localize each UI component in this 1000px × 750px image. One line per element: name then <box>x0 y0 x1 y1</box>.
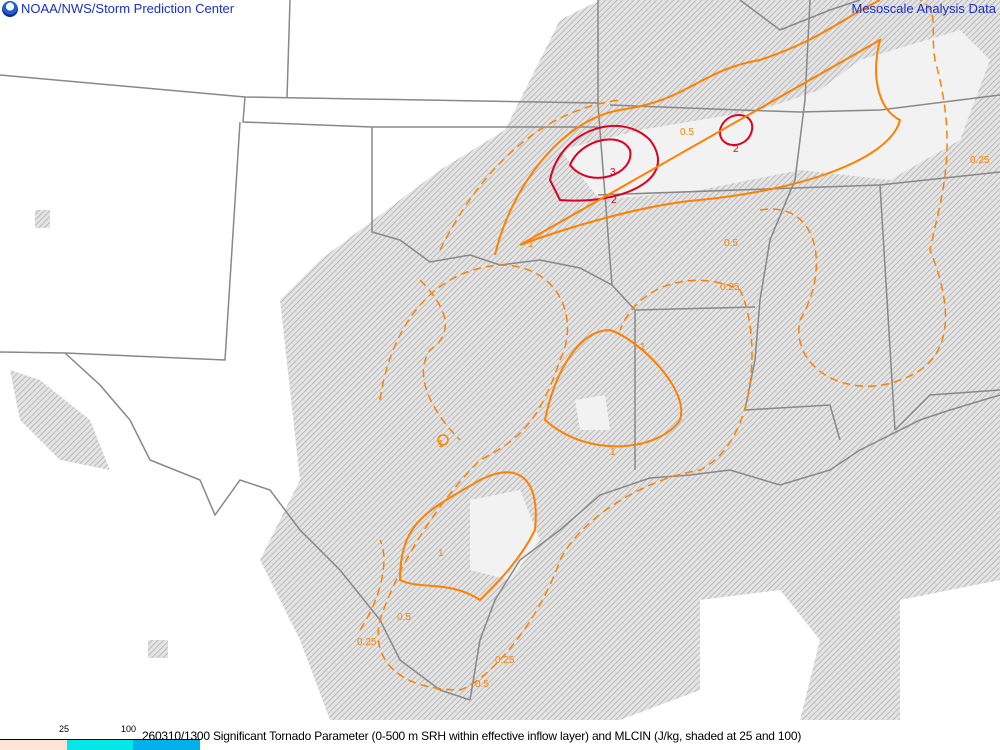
contour-label: 1 <box>610 447 616 458</box>
legend-line <box>0 739 200 740</box>
contour-labels: 3 2 2 1 1 1 1 0.5 0.5 0.5 0.25 0.25 0.25… <box>357 127 990 690</box>
contour-dashed <box>439 0 948 388</box>
contour-label: 0.25 <box>495 655 515 666</box>
legend-swatch-100 <box>133 740 200 750</box>
contour-label: 0.5 <box>397 612 411 623</box>
product-title: Mesoscale Analysis Data <box>851 1 996 16</box>
light-region <box>900 580 1000 720</box>
contour-1-south <box>398 471 537 602</box>
legend-tick-25: 25 <box>59 724 70 734</box>
light-region <box>575 395 610 430</box>
contour-label: 3 <box>610 167 616 178</box>
light-region <box>560 30 990 200</box>
cin-region-west <box>10 370 110 470</box>
noaa-logo-icon <box>2 1 18 17</box>
legend-footer: 25 100 260310/1300 Significant Tornado P… <box>0 720 1000 750</box>
contour-3 <box>568 138 632 179</box>
contour-label: 0.5 <box>680 127 694 138</box>
contour-label: 1 <box>640 342 646 353</box>
legend-swatch-25 <box>67 740 133 750</box>
cin-region-patch <box>148 640 168 658</box>
contour-label: 0.5 <box>475 679 489 690</box>
cin-region-east <box>260 0 1000 720</box>
agency-title: NOAA/NWS/Storm Prediction Center <box>21 1 235 16</box>
cin-shading <box>10 0 1000 720</box>
contour-dashed <box>359 279 461 631</box>
contour-label: 0.25 <box>357 637 377 648</box>
contour-label: 1 <box>438 548 444 559</box>
contour-label: 2 <box>611 195 617 206</box>
contour-label: 0.25 <box>720 282 740 293</box>
contour-1-north <box>494 0 902 256</box>
legend-swatch-low <box>0 740 67 750</box>
contour-2-east <box>718 114 754 146</box>
contour-label: 2 <box>733 144 739 155</box>
legend-tick-100: 100 <box>121 724 137 734</box>
contour-label: 0.25 <box>970 155 990 166</box>
cin-region-patch <box>35 210 50 228</box>
contour-small <box>437 434 449 446</box>
contour-label: 1 <box>528 239 534 250</box>
contour-1-central <box>543 328 683 448</box>
contour-dashed <box>377 264 753 691</box>
map-caption: 260310/1300 Significant Tornado Paramete… <box>142 729 802 743</box>
light-region <box>700 590 820 720</box>
contour-label: 1 <box>438 439 444 450</box>
contour-label: 0.5 <box>724 238 738 249</box>
stp-contours <box>359 0 948 691</box>
state-boundaries <box>0 0 1000 701</box>
